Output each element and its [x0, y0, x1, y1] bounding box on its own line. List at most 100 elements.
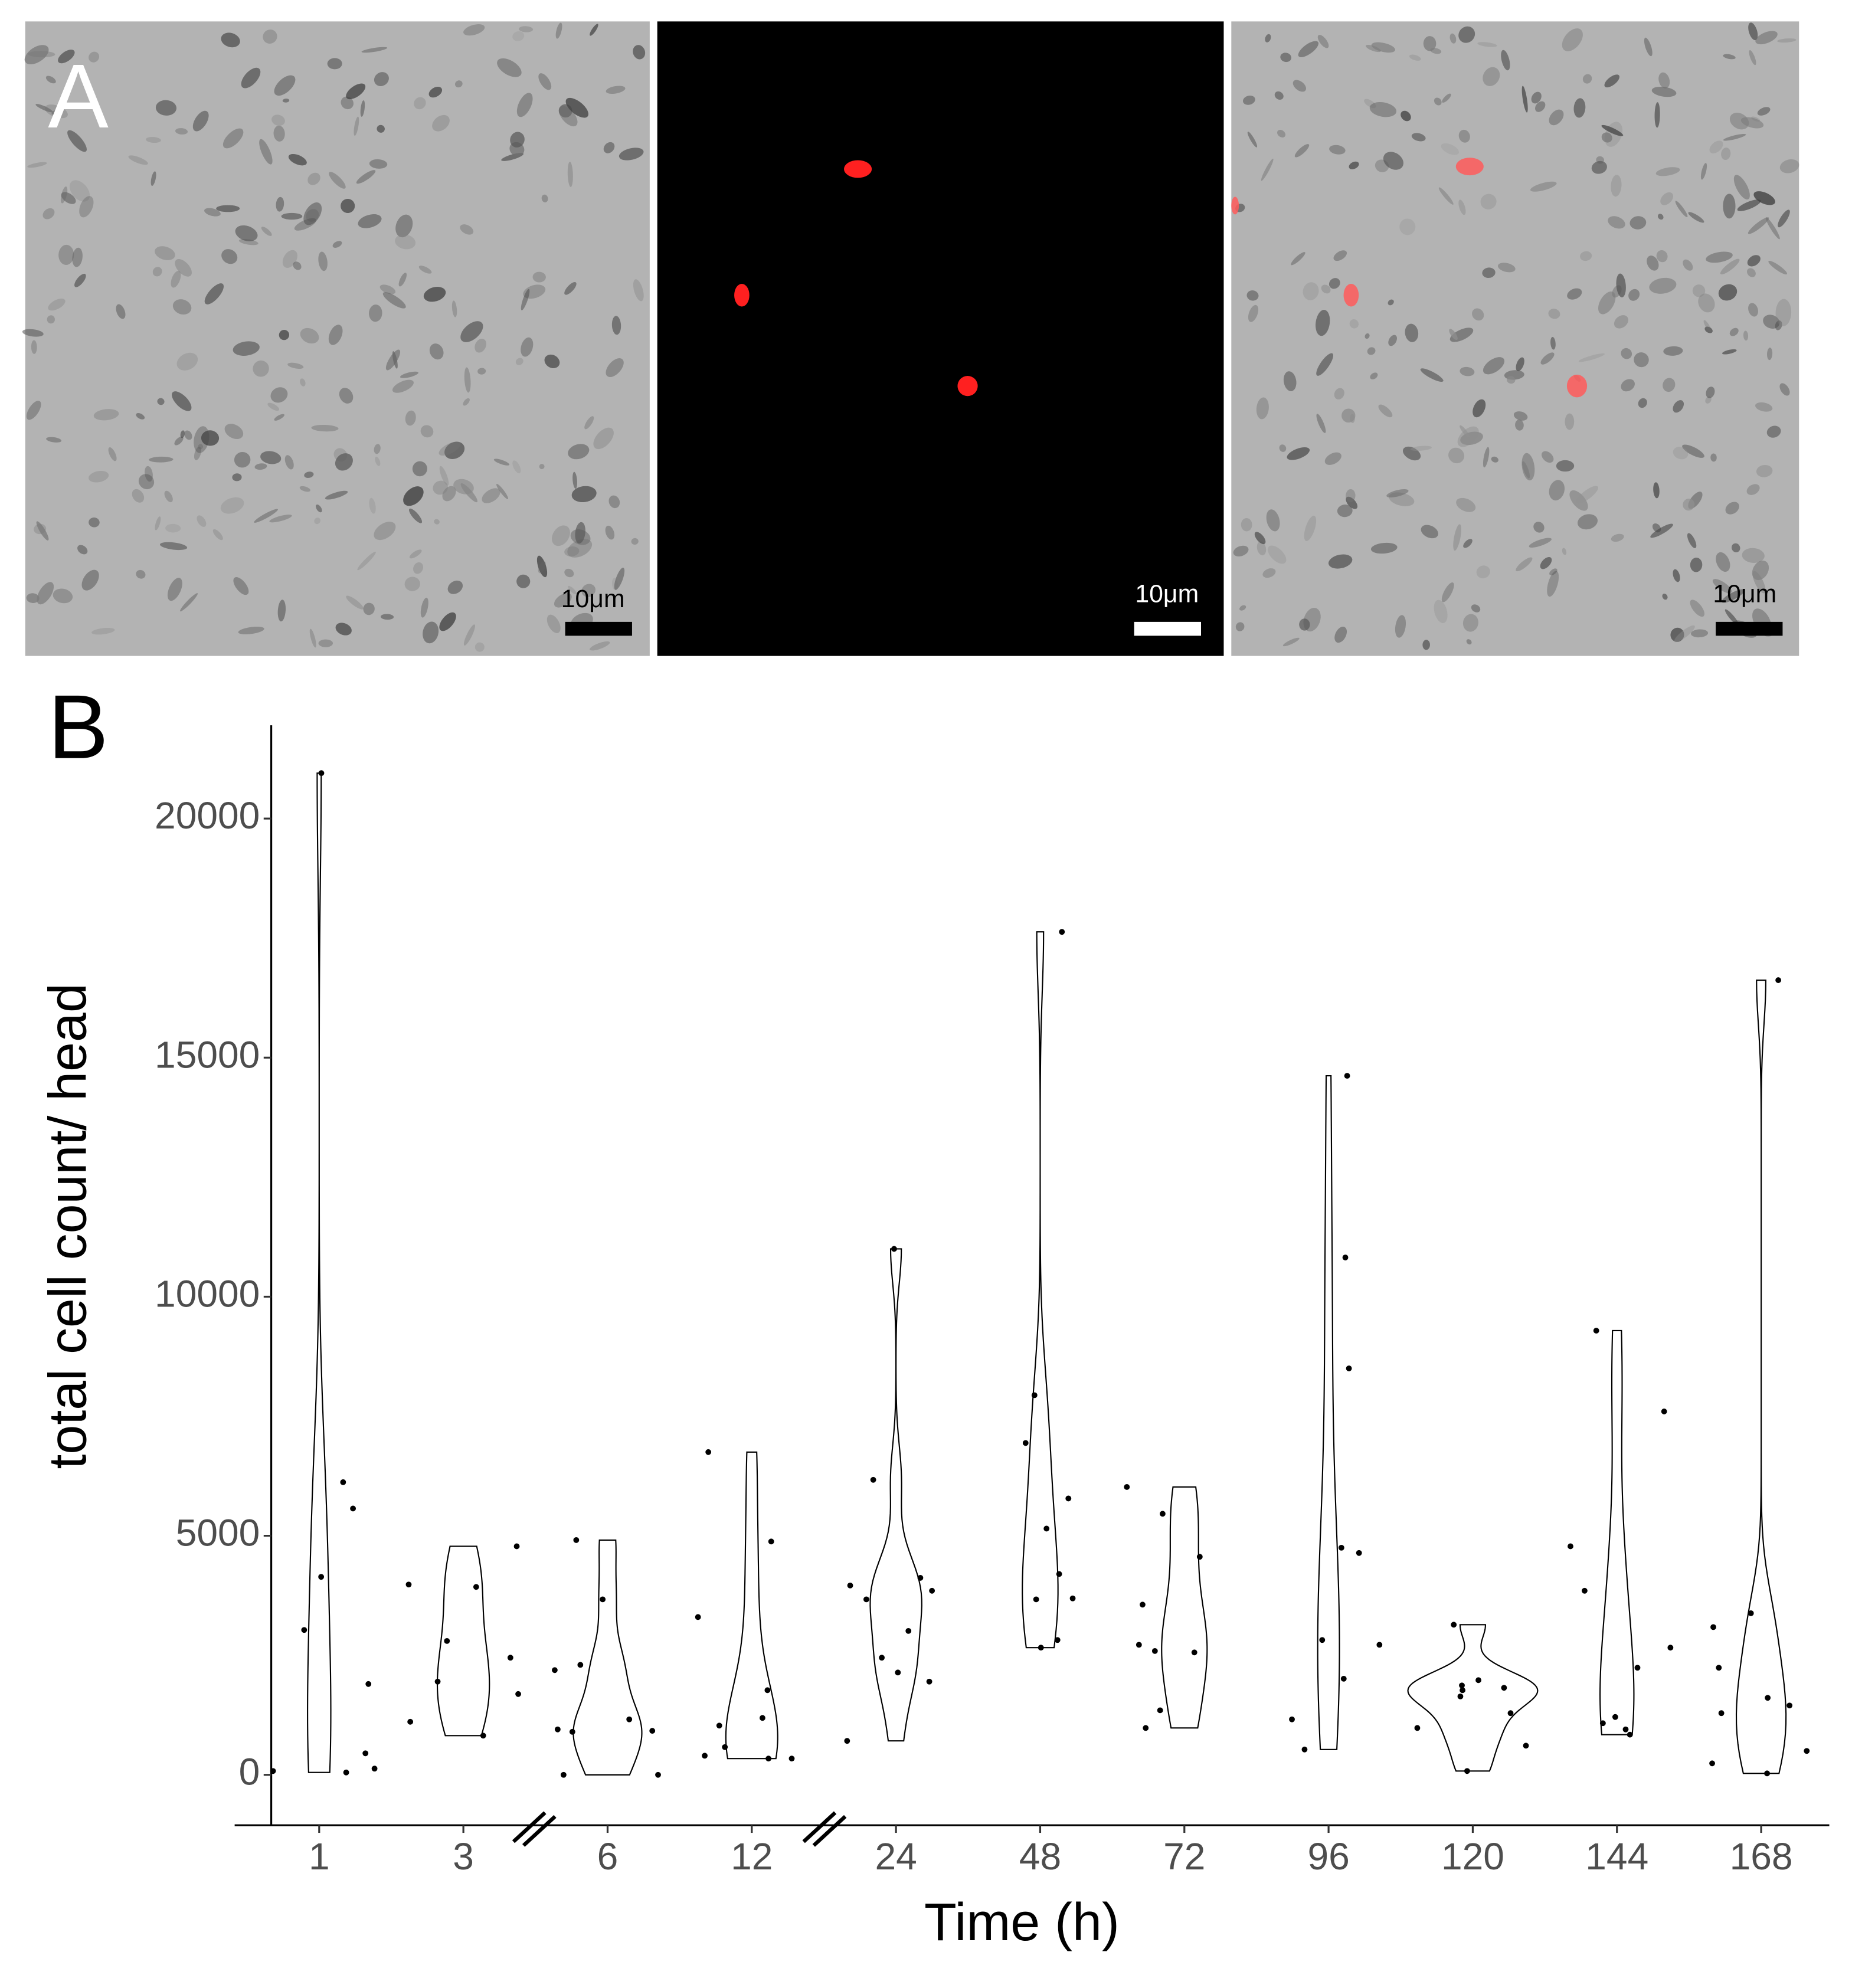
- speck: [341, 96, 354, 110]
- data-point: [626, 1716, 633, 1722]
- speck: [1729, 112, 1749, 130]
- speck: [1556, 460, 1575, 472]
- data-point: [1301, 1746, 1308, 1753]
- speck: [1687, 533, 1697, 548]
- speck: [37, 582, 54, 605]
- speck: [300, 378, 306, 387]
- speck: [138, 474, 155, 490]
- speck: [1321, 284, 1331, 294]
- data-point: [513, 1543, 520, 1550]
- speck: [1298, 41, 1319, 57]
- speck: [454, 80, 463, 88]
- data-point: [1748, 1610, 1754, 1616]
- speck: [1262, 568, 1276, 578]
- speck: [1542, 451, 1554, 463]
- data-point: [905, 1627, 912, 1634]
- speck: [1456, 497, 1476, 512]
- speck: [1409, 54, 1421, 61]
- speck: [79, 196, 94, 218]
- data-point: [1356, 1550, 1362, 1556]
- data-point: [1065, 1495, 1072, 1502]
- speck: [1375, 159, 1389, 172]
- data-point: [318, 770, 325, 777]
- speck: [1328, 554, 1353, 569]
- speck: [405, 410, 416, 426]
- data-point: [702, 1753, 708, 1759]
- speck: [184, 430, 192, 440]
- speck: [432, 114, 450, 132]
- speck: [1422, 640, 1430, 650]
- data-point: [759, 1715, 765, 1721]
- speck: [460, 224, 474, 235]
- speck: [1442, 93, 1451, 103]
- speck: [510, 132, 525, 148]
- speck: [201, 430, 220, 446]
- speck: [1748, 217, 1769, 234]
- data-point: [1764, 1770, 1771, 1777]
- scale-bar-label: 10μm: [1135, 579, 1199, 608]
- speck: [1638, 398, 1647, 408]
- data-point: [863, 1596, 869, 1603]
- speck: [273, 125, 285, 142]
- data-point: [1159, 1511, 1166, 1517]
- speck: [1480, 194, 1497, 209]
- speck: [221, 249, 238, 264]
- x-tick-label: 1: [309, 1835, 330, 1878]
- data-point: [552, 1667, 558, 1673]
- speck: [1458, 199, 1466, 215]
- speck: [1746, 484, 1760, 495]
- data-point: [569, 1728, 575, 1735]
- speck: [369, 497, 376, 514]
- data-point: [371, 1766, 378, 1772]
- speck: [294, 218, 316, 231]
- data-point: [1038, 1645, 1044, 1651]
- scale-bar-label: 10μm: [561, 585, 625, 613]
- data-point: [515, 1691, 521, 1697]
- speck: [1565, 413, 1575, 430]
- speck: [1723, 194, 1736, 219]
- speck: [332, 241, 342, 248]
- scale-bar: [1134, 621, 1201, 636]
- speck: [493, 458, 510, 466]
- speck: [1369, 102, 1397, 117]
- speck: [1506, 376, 1516, 384]
- speck: [1341, 408, 1356, 423]
- data-point: [1033, 1596, 1039, 1603]
- data-point: [1340, 1675, 1347, 1682]
- speck: [375, 456, 381, 466]
- speck: [521, 289, 530, 310]
- data-point: [705, 1449, 712, 1455]
- speck: [167, 578, 182, 601]
- violin: [869, 1248, 922, 1742]
- violin: [1022, 931, 1059, 1649]
- speck: [496, 483, 509, 499]
- speck: [1752, 561, 1769, 581]
- speck: [271, 114, 285, 126]
- speck: [28, 51, 55, 58]
- speck: [1718, 284, 1738, 301]
- speck: [1423, 36, 1437, 51]
- data-point: [1627, 1731, 1633, 1738]
- speck: [1660, 192, 1674, 205]
- x-tick-label: 144: [1585, 1835, 1648, 1878]
- speck: [551, 525, 570, 546]
- speck: [325, 490, 348, 500]
- data-point: [926, 1678, 932, 1685]
- speck: [238, 627, 264, 635]
- speck: [1477, 42, 1497, 47]
- speck: [1700, 163, 1707, 180]
- speck: [544, 354, 560, 368]
- speck: [558, 106, 578, 127]
- speck: [1473, 399, 1486, 418]
- speck: [235, 225, 258, 241]
- speck: [453, 479, 474, 494]
- violin: [436, 1545, 490, 1737]
- speck: [69, 180, 90, 202]
- speck: [1567, 288, 1582, 300]
- speck: [293, 261, 302, 270]
- speck: [233, 341, 260, 356]
- speck: [413, 562, 423, 574]
- speck: [538, 561, 546, 574]
- data-point: [1599, 1720, 1606, 1727]
- speck: [1706, 387, 1715, 398]
